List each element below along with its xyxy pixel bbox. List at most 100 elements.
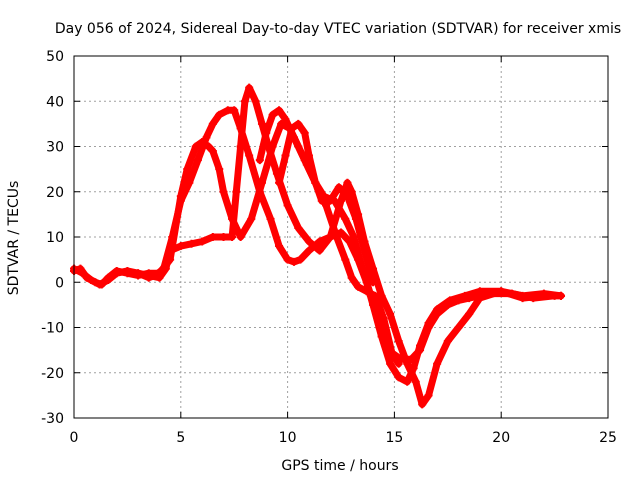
data-point-trace-2 xyxy=(424,318,433,327)
data-point-trace-5 xyxy=(360,246,369,255)
data-point-trace-3 xyxy=(418,400,427,409)
data-point-trace-3 xyxy=(134,269,143,278)
data-point-trace-5 xyxy=(294,119,303,128)
x-tick-label: 20 xyxy=(492,430,510,446)
data-point-trace-4 xyxy=(262,128,271,137)
data-point-trace-3 xyxy=(219,233,228,241)
data-point-trace-4 xyxy=(362,287,371,296)
data-point-trace-1 xyxy=(341,214,350,223)
data-point-trace-2 xyxy=(354,255,363,264)
data-point-trace-2 xyxy=(386,359,395,368)
data-point-trace-3 xyxy=(454,323,463,332)
data-point-trace-2 xyxy=(176,196,185,205)
data-point-trace-3 xyxy=(294,223,303,232)
data-point-trace-3 xyxy=(208,233,217,241)
data-point-trace-2 xyxy=(123,266,132,275)
data-point-trace-3 xyxy=(187,239,196,248)
data-point-trace-1 xyxy=(215,165,224,174)
data-point-trace-2 xyxy=(377,332,386,341)
data-point-trace-1 xyxy=(247,214,256,223)
data-point-trace-3 xyxy=(283,201,292,210)
data-point-trace-4 xyxy=(275,106,284,115)
data-point-trace-2 xyxy=(245,151,254,160)
data-point-trace-3 xyxy=(304,237,313,246)
data-point-trace-3 xyxy=(176,242,185,251)
data-point-trace-2 xyxy=(255,187,264,196)
data-point-trace-3 xyxy=(155,273,164,282)
data-point-trace-3 xyxy=(144,271,153,280)
data-point-trace-2 xyxy=(475,287,484,296)
y-tick-label: 30 xyxy=(46,140,64,156)
data-point-trace-2 xyxy=(304,246,313,255)
data-point-trace-3 xyxy=(257,119,266,128)
data-point-trace-3 xyxy=(228,233,237,241)
data-point-trace-3 xyxy=(386,309,395,318)
data-point-trace-3 xyxy=(161,264,170,273)
data-point-trace-4 xyxy=(379,314,388,323)
data-point-trace-2 xyxy=(185,178,194,187)
data-point-trace-3 xyxy=(557,291,566,300)
data-point-trace-4 xyxy=(332,233,341,241)
data-point-trace-5 xyxy=(351,214,360,223)
data-point-trace-3 xyxy=(251,97,260,106)
data-point-trace-4 xyxy=(347,273,356,282)
data-point-trace-3 xyxy=(497,287,506,296)
data-point-trace-2 xyxy=(416,341,425,350)
data-point-trace-2 xyxy=(202,133,211,142)
data-point-trace-3 xyxy=(315,246,324,255)
data-point-trace-2 xyxy=(275,242,284,251)
data-point-trace-4 xyxy=(388,350,397,359)
y-tick-label: -30 xyxy=(41,411,64,427)
data-point-trace-3 xyxy=(337,196,345,205)
data-point-trace-2 xyxy=(445,296,454,305)
x-tick-label: 0 xyxy=(70,430,79,446)
data-point-trace-5 xyxy=(300,128,309,137)
data-point-trace-5 xyxy=(275,178,284,187)
data-point-trace-2 xyxy=(433,305,442,314)
data-point-trace-3 xyxy=(343,178,352,187)
data-point-trace-5 xyxy=(304,151,313,160)
data-point-trace-3 xyxy=(394,337,403,346)
data-point-trace-2 xyxy=(104,275,113,284)
data-point-trace-3 xyxy=(403,359,412,368)
data-point-trace-3 xyxy=(236,142,245,151)
data-point-trace-2 xyxy=(95,280,104,289)
data-point-trace-2 xyxy=(290,257,299,266)
data-point-trace-3 xyxy=(245,83,254,92)
data-point-trace-3 xyxy=(198,237,207,246)
data-point-trace-5 xyxy=(311,178,320,187)
data-point-trace-1 xyxy=(349,233,358,241)
y-axis-label: SDTVAR / TECUs xyxy=(6,181,22,296)
data-point-trace-3 xyxy=(347,187,356,196)
data-point-trace-5 xyxy=(343,192,352,201)
data-point-trace-2 xyxy=(403,377,412,386)
data-point-trace-2 xyxy=(266,214,275,223)
y-tick-label: -10 xyxy=(41,321,64,337)
data-point-trace-2 xyxy=(460,291,469,300)
data-point-trace-2 xyxy=(345,237,354,246)
data-point-trace-5 xyxy=(317,196,326,205)
data-point-trace-2 xyxy=(112,269,121,278)
data-point-trace-1 xyxy=(191,142,200,151)
data-point-trace-3 xyxy=(518,291,527,300)
y-tick-label: 10 xyxy=(46,230,64,246)
chart-title: Day 056 of 2024, Sidereal Day-to-day VTE… xyxy=(55,21,621,37)
x-tick-label: 5 xyxy=(176,430,185,446)
data-point-trace-5 xyxy=(287,124,296,133)
x-tick-label: 10 xyxy=(279,430,297,446)
data-point-trace-5 xyxy=(326,196,335,205)
data-point-trace-5 xyxy=(281,151,290,160)
x-axis-label: GPS time / hours xyxy=(281,458,398,474)
x-tick-label: 25 xyxy=(599,430,617,446)
data-point-trace-2 xyxy=(193,156,202,165)
data-point-trace-3 xyxy=(539,289,548,298)
data-point-trace-4 xyxy=(354,282,363,291)
data-point-trace-2 xyxy=(87,275,96,284)
data-point-trace-3 xyxy=(240,97,249,106)
data-point-trace-3 xyxy=(475,294,484,303)
data-point-trace-1 xyxy=(208,147,217,156)
y-tick-label: 40 xyxy=(46,94,64,110)
data-point-trace-3 xyxy=(465,309,474,318)
data-point-trace-2 xyxy=(78,269,87,278)
